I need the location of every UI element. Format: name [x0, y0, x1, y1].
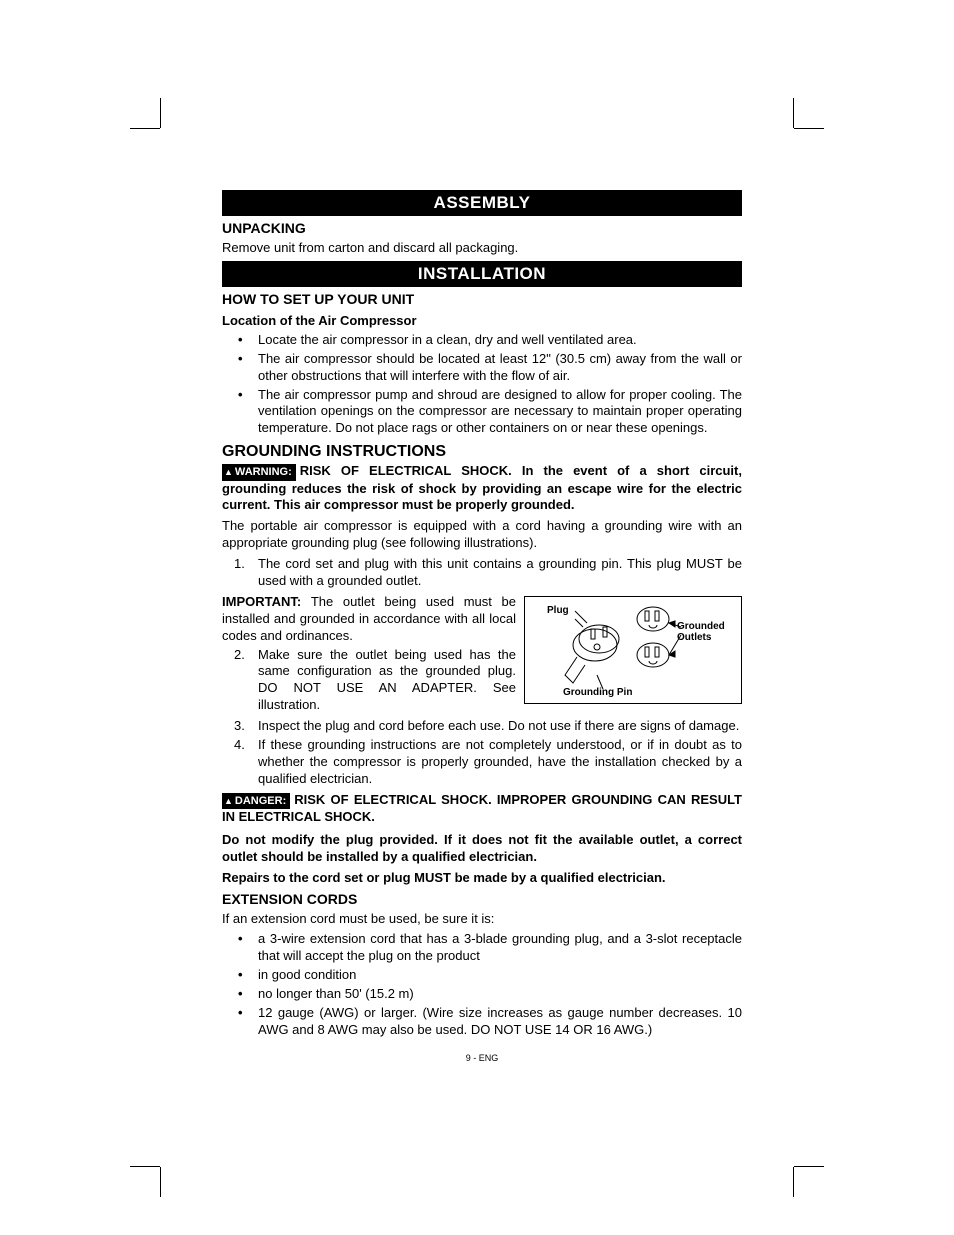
- mod-text: Do not modify the plug provided. If it d…: [222, 832, 742, 866]
- list-item: The air compressor should be located at …: [258, 351, 742, 385]
- list-item: Locate the air compressor in a clean, dr…: [258, 332, 742, 349]
- crop-mark: [794, 128, 824, 129]
- heading-grounding: GROUNDING INSTRUCTIONS: [222, 443, 742, 461]
- grounding-step1-list: 1. The cord set and plug with this unit c…: [222, 556, 742, 590]
- list-item: 3.Inspect the plug and cord before each …: [258, 718, 742, 735]
- extension-intro: If an extension cord must be used, be su…: [222, 911, 742, 928]
- list-num: 4.: [234, 737, 245, 754]
- list-item: a 3-wire extension cord that has a 3-bla…: [258, 931, 742, 965]
- heading-location: Location of the Air Compressor: [222, 313, 742, 328]
- heading-setup: HOW TO SET UP YOUR UNIT: [222, 291, 742, 307]
- list-num: 2.: [234, 647, 245, 664]
- step1-text: The cord set and plug with this unit con…: [258, 556, 742, 588]
- crop-mark: [160, 98, 161, 128]
- grounding-steps34-list: 3. Inspect the plug and cord before each …: [222, 718, 742, 788]
- list-item: 4.If these grounding instructions are no…: [258, 737, 742, 788]
- crop-mark: [793, 1167, 794, 1197]
- section-bar-installation: INSTALLATION: [222, 261, 742, 287]
- repair-text: Repairs to the cord set or plug MUST be …: [222, 870, 742, 887]
- step3-text: Inspect the plug and cord before each us…: [258, 718, 739, 733]
- extension-list: a 3-wire extension cord that has a 3-bla…: [222, 931, 742, 1038]
- grounding-intro: The portable air compressor is equipped …: [222, 518, 742, 552]
- page-footer: 9 - ENG: [222, 1053, 742, 1063]
- step4-text: If these grounding instructions are not …: [258, 737, 742, 786]
- warning-block: WARNING:RISK OF ELECTRICAL SHOCK. In the…: [222, 463, 742, 514]
- crop-mark: [130, 1166, 160, 1167]
- heading-unpacking: UNPACKING: [222, 220, 742, 236]
- crop-mark: [793, 98, 794, 128]
- list-item: in good condition: [258, 967, 742, 984]
- figure-wrap: Plug Grounding Pin Grounded Outlets: [222, 594, 742, 718]
- important-lead: IMPORTANT:: [222, 594, 311, 609]
- danger-tag: DANGER:: [222, 793, 290, 809]
- list-item: 12 gauge (AWG) or larger. (Wire size inc…: [258, 1005, 742, 1039]
- crop-mark: [130, 128, 160, 129]
- section-bar-assembly: ASSEMBLY: [222, 190, 742, 216]
- list-num: 3.: [234, 718, 245, 735]
- list-item: 1.The cord set and plug with this unit c…: [258, 556, 742, 590]
- list-item: 2.Make sure the outlet being used has th…: [258, 647, 742, 715]
- page-content: ASSEMBLY UNPACKING Remove unit from cart…: [222, 190, 742, 1063]
- location-list: Locate the air compressor in a clean, dr…: [222, 332, 742, 437]
- warning-tag: WARNING:: [222, 464, 296, 480]
- crop-mark: [794, 1166, 824, 1167]
- crop-mark: [160, 1167, 161, 1197]
- list-num: 1.: [234, 556, 245, 573]
- list-item: no longer than 50' (15.2 m): [258, 986, 742, 1003]
- danger-block: DANGER:RISK OF ELECTRICAL SHOCK. IMPROPE…: [222, 792, 742, 826]
- grounding-step2-list: 2. Make sure the outlet being used has th…: [222, 647, 742, 715]
- danger-text: RISK OF ELECTRICAL SHOCK. IMPROPER GROUN…: [222, 792, 742, 824]
- warning-text: RISK OF ELECTRICAL SHOCK. In the event o…: [222, 463, 742, 512]
- list-item: The air compressor pump and shroud are d…: [258, 387, 742, 438]
- step2a: Make sure the outlet being used has the …: [258, 647, 516, 679]
- step2b: DO NOT USE AN ADAPTER.: [258, 680, 477, 695]
- text-unpacking: Remove unit from carton and discard all …: [222, 240, 742, 257]
- heading-extension: EXTENSION CORDS: [222, 891, 742, 907]
